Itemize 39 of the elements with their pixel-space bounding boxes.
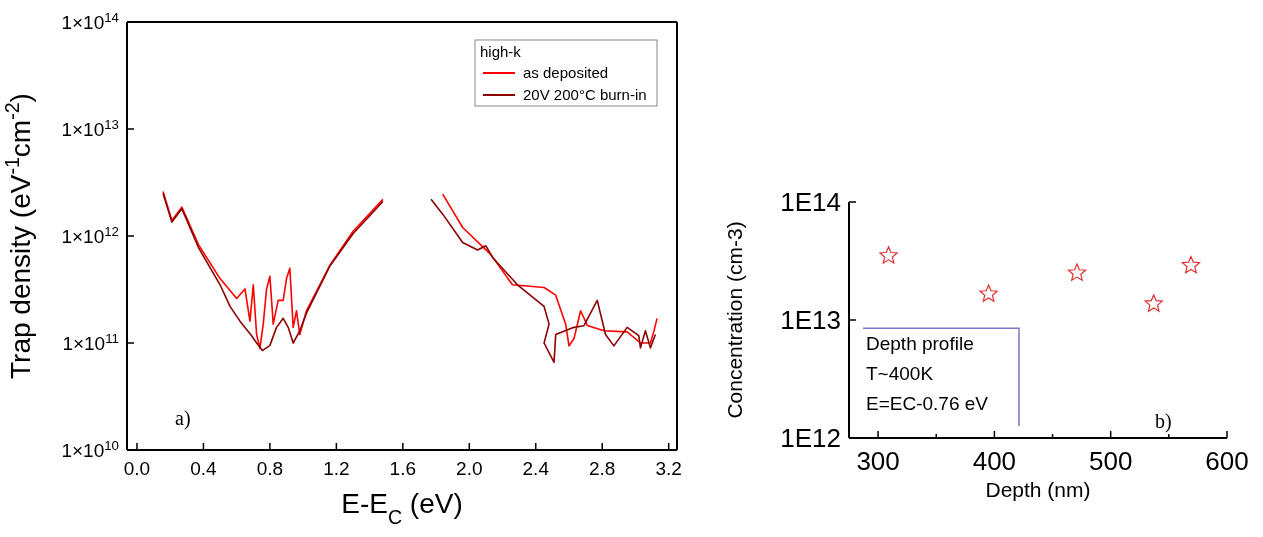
x-axis-title: E-E$_{C}$ (eV) [341, 488, 463, 528]
annotation: T~400K [866, 363, 934, 384]
point [1067, 263, 1087, 281]
point [879, 246, 898, 264]
x-tick-label: 600 [1205, 446, 1249, 476]
x-tick-label: 400 [972, 446, 1017, 476]
point [1181, 255, 1201, 274]
annotation: a) [175, 407, 191, 430]
point [1144, 294, 1163, 312]
y-tick-label: 1×10$^{10}$ [61, 437, 119, 461]
y-tick-label: 1E14 [780, 187, 841, 218]
y-tick-label: 1×10$^{13}$ [61, 116, 119, 140]
line-series [441, 193, 658, 347]
y-tick-label: 1×10$^{11}$ [62, 330, 119, 354]
x-tick-label: 3.2 [655, 458, 682, 479]
annotation: Depth profile [866, 333, 974, 354]
point [979, 284, 998, 302]
x-tick-label: 0.4 [190, 458, 218, 479]
y-tick-label: 1E12 [780, 423, 841, 454]
x-tick-label: 1.6 [389, 458, 417, 479]
legend-title: high-k [480, 43, 522, 60]
x-tick-label: 2.4 [522, 458, 550, 479]
y-axis-title: Concentration (cm-3) [723, 221, 746, 419]
annotation: b) [1155, 410, 1172, 433]
x-tick-label: 2.8 [589, 458, 616, 479]
y-tick-label: 1×10$^{14}$ [61, 9, 119, 33]
y-tick-label: 1E13 [780, 305, 841, 336]
x-tick-label: 300 [856, 446, 900, 476]
x-tick-label: 1.2 [323, 458, 350, 479]
x-tick-label: 0.8 [256, 458, 284, 479]
legend-label: as deposited [523, 64, 609, 81]
annotation: E=EC-0.76 eV [866, 393, 989, 414]
line-series [430, 198, 657, 364]
x-tick-label: 500 [1089, 446, 1133, 476]
y-tick-label: 1×10$^{12}$ [61, 223, 119, 247]
x-tick-label: 2.0 [456, 458, 483, 479]
x-tick-label: 0.0 [123, 458, 151, 479]
x-axis-title: Depth (nm) [985, 477, 1091, 501]
legend-label: 20V 200°C burn-in [523, 86, 647, 103]
